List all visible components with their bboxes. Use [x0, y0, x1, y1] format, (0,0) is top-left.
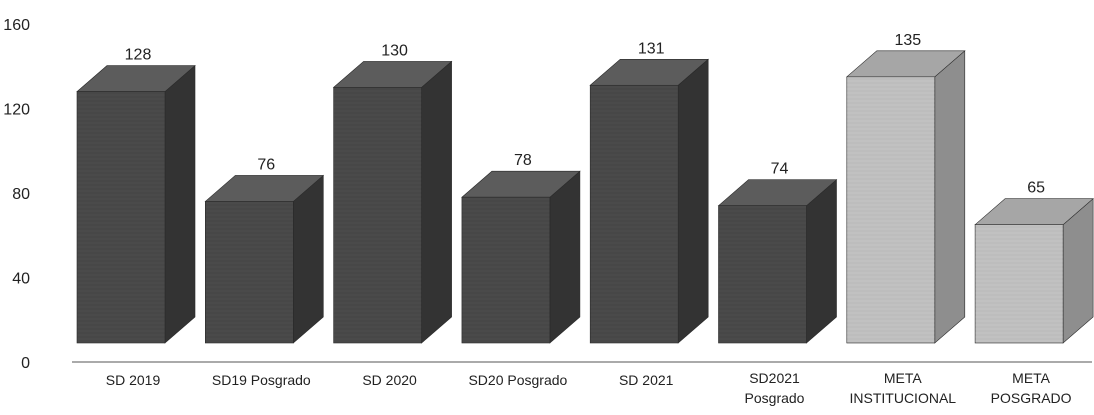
bar — [845, 50, 966, 344]
data-label: 76 — [257, 156, 275, 173]
bar-texture — [333, 87, 422, 343]
data-labels: 128 76 130 78 131 74 135 65 — [125, 32, 1045, 197]
y-tick-label: 0 — [21, 355, 30, 372]
bar-side-face — [292, 174, 324, 344]
bar — [204, 174, 325, 344]
bar-texture — [718, 205, 807, 343]
category-label: SD 2019 — [106, 372, 161, 388]
y-tick-label: 40 — [12, 271, 30, 288]
data-label: 130 — [381, 42, 408, 59]
bar — [461, 170, 581, 344]
y-tick-label: 80 — [12, 186, 30, 203]
bar — [717, 179, 838, 344]
bar-side-face — [677, 58, 709, 344]
bar — [76, 64, 196, 344]
category-label: SD 2020 — [362, 372, 417, 388]
bar-side-face — [934, 50, 966, 344]
y-tick-label: 120 — [3, 102, 30, 119]
data-label: 65 — [1027, 180, 1045, 197]
data-label: 135 — [894, 32, 921, 49]
category-label: SD19 Posgrado — [212, 372, 311, 388]
category-label: SD 2021 — [619, 372, 674, 388]
data-label: 78 — [514, 152, 532, 169]
bar-texture — [77, 91, 165, 343]
bar-side-face — [421, 60, 452, 344]
category-label: SD20 Posgrado — [468, 372, 567, 388]
bar — [974, 198, 1094, 344]
category-label: POSGRADO — [991, 390, 1072, 406]
category-label: META — [1012, 370, 1051, 386]
bar-side-face — [164, 64, 196, 344]
category-label: SD2021 — [749, 370, 800, 386]
bar-texture — [205, 201, 294, 343]
category-label: META — [884, 370, 923, 386]
data-label: 74 — [771, 161, 789, 178]
data-label: 128 — [125, 47, 152, 64]
bar-texture — [975, 224, 1064, 343]
bars — [76, 50, 1094, 344]
category-labels: SD 2019 SD19 Posgrado SD 2020 SD20 Posgrado… — [106, 370, 1072, 406]
category-label: Posgrado — [745, 390, 805, 406]
bar — [589, 58, 710, 344]
category-label: INSTITUCIONAL — [850, 390, 957, 406]
bar-side-face — [549, 170, 581, 344]
bar-side-face — [806, 179, 837, 344]
bar-texture — [461, 197, 550, 343]
bar — [332, 60, 453, 344]
data-label: 131 — [638, 40, 665, 57]
bar-texture — [590, 85, 679, 343]
bar-texture — [846, 76, 935, 343]
y-tick-labels: 0 40 80 120 160 — [3, 17, 30, 372]
y-tick-label: 160 — [3, 17, 30, 34]
